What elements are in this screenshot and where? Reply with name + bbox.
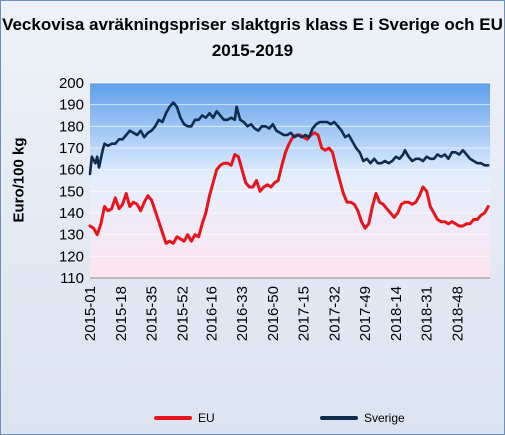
y-tick-label-190: 190 <box>59 97 84 114</box>
series-lines <box>88 101 490 245</box>
chart-legend: EU Sverige <box>0 411 505 431</box>
x-tick-label-2018-48: 2018-48 <box>449 286 466 341</box>
y-tick-label-200: 200 <box>59 75 84 92</box>
x-tick-label-2017-49: 2017-49 <box>357 286 374 341</box>
legend-item-eu: EU <box>154 411 215 425</box>
legend-eu-swatch <box>154 416 192 420</box>
y-tick-label-170: 170 <box>59 140 84 157</box>
legend-eu-label: EU <box>198 411 215 425</box>
axis-ticks: 110 120 130 140 150 160 170 180 190 200 2015-01 201… <box>59 75 466 341</box>
y-tick-label-130: 130 <box>59 227 84 244</box>
x-tick-label-2015-18: 2015-18 <box>113 286 130 341</box>
y-tick-label-120: 120 <box>59 248 84 265</box>
y-tick-label-150: 150 <box>59 183 84 200</box>
x-tick-label-2018-14: 2018-14 <box>388 286 405 341</box>
legend-sverige-label: Sverige <box>364 411 405 425</box>
y-tick-label-140: 140 <box>59 205 84 222</box>
legend-sverige-swatch <box>320 416 358 420</box>
x-tick-label-2015-35: 2015-35 <box>144 286 161 341</box>
y-tick-label-160: 160 <box>59 162 84 179</box>
series-line-eu <box>88 131 490 245</box>
legend-item-sverige: Sverige <box>320 411 405 425</box>
x-tick-label-2017-15: 2017-15 <box>296 286 313 341</box>
x-tick-label-2015-01: 2015-01 <box>82 286 99 341</box>
series-line-sverige <box>88 101 490 176</box>
y-tick-label-110: 110 <box>60 270 84 287</box>
plot-area <box>90 83 490 278</box>
x-tick-label-2016-33: 2016-33 <box>234 286 251 341</box>
x-tick-label-2016-50: 2016-50 <box>265 286 282 341</box>
x-tick-label-2017-32: 2017-32 <box>326 286 343 341</box>
y-tick-label-180: 180 <box>59 118 84 135</box>
chart-title: Veckovisa avräkningspriser slaktgris kla… <box>2 15 503 60</box>
x-tick-label-2015-52: 2015-52 <box>174 286 191 341</box>
x-tick-label-2018-31: 2018-31 <box>419 286 436 341</box>
x-tick-label-2016-16: 2016-16 <box>203 286 220 341</box>
